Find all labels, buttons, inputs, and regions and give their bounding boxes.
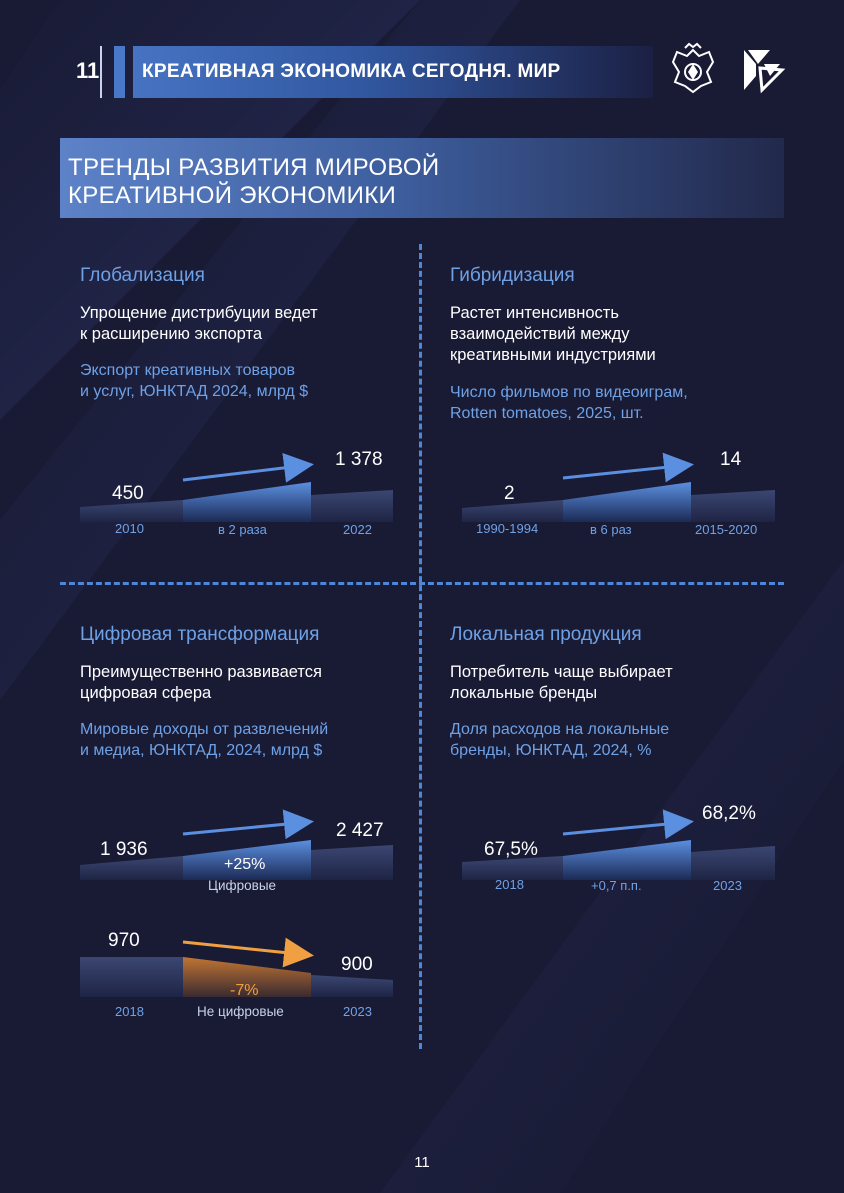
nondigital-end-value: 900	[341, 954, 373, 975]
chart-growth-area	[183, 482, 311, 522]
globalization-heading: Глобализация	[80, 265, 205, 286]
digital-start-value: 1 936	[100, 839, 148, 860]
trend-arrow	[562, 809, 694, 840]
nondigital-chart	[80, 937, 393, 997]
chart-decline-area	[183, 957, 311, 997]
chart-base-right	[311, 490, 393, 522]
end-label: 2023	[713, 878, 742, 893]
trend-arrow	[182, 809, 314, 840]
subtitle-line: Потребитель чаще выбирает	[450, 663, 673, 681]
source-line: Число фильмов по видеоиграм,	[450, 384, 688, 401]
section-title: ТРЕНДЫ РАЗВИТИЯ МИРОВОЙ КРЕАТИВНОЙ ЭКОНО…	[68, 154, 439, 210]
end-value: 1 378	[335, 449, 383, 470]
section-title-line: КРЕАТИВНОЙ ЭКОНОМИКИ	[68, 182, 397, 209]
chart-base-right	[311, 845, 393, 880]
start-label: 1990-1994	[476, 521, 539, 536]
source-line: Доля расходов на локальные	[450, 721, 670, 738]
globalization-source: Экспорт креативных товаров и услуг, ЮНКТ…	[80, 360, 308, 402]
chart-base-left	[80, 957, 183, 997]
chart-base-right	[691, 490, 775, 522]
end-label: 2015-2020	[695, 522, 758, 537]
section-title-line: ТРЕНДЫ РАЗВИТИЯ МИРОВОЙ	[68, 154, 440, 181]
source-line: Экспорт креативных товаров	[80, 362, 296, 379]
subtitle-line: к расширению экспорта	[80, 325, 263, 343]
chart-base-right	[311, 975, 393, 997]
section-title-band	[60, 138, 784, 218]
digital-subtitle: Преимущественно развивается цифровая сфе…	[80, 662, 322, 704]
chart-base-left	[462, 500, 563, 522]
coat-of-arms-icon	[665, 42, 721, 98]
chart-growth-area	[563, 482, 691, 522]
hybridization-chart	[462, 452, 775, 522]
start-label: 2018	[495, 877, 524, 892]
end-label: 2022	[343, 522, 372, 537]
footer-page-number: 11	[414, 1154, 430, 1171]
source-line: и медиа, ЮНКТАД, 2024, млрд $	[80, 742, 323, 759]
vertical-divider	[419, 244, 422, 1049]
hybridization-source: Число фильмов по видеоиграм, Rotten toma…	[450, 382, 688, 424]
end-label: 2023	[343, 1004, 372, 1019]
header-title: КРЕАТИВНАЯ ЭКОНОМИКА СЕГОДНЯ. МИР	[142, 61, 561, 82]
local-subtitle: Потребитель чаще выбирает локальные брен…	[450, 662, 673, 704]
header-accent-bar	[114, 46, 125, 98]
trend-arrow-orange	[182, 937, 314, 968]
nondigital-label: Не цифровые	[197, 1004, 284, 1019]
nondigital-change: -7%	[230, 982, 259, 999]
change-label: +0,7 п.п.	[591, 878, 642, 893]
end-value: 14	[720, 449, 742, 470]
subtitle-line: Преимущественно развивается	[80, 663, 322, 681]
nondigital-start-value: 970	[108, 930, 140, 951]
subtitle-line: локальные бренды	[450, 684, 598, 702]
digital-label: Цифровые	[208, 878, 277, 893]
horizontal-divider	[60, 582, 784, 585]
start-label: 2018	[115, 1004, 144, 1019]
source-line: Rotten tomatoes, 2025, шт.	[450, 405, 644, 422]
chart-base-left	[462, 856, 563, 880]
subtitle-line: цифровая сфера	[80, 684, 212, 702]
change-label: в 6 раз	[590, 522, 632, 537]
chart-growth-area	[183, 840, 311, 880]
change-label: в 2 раза	[218, 522, 267, 537]
header-separator	[100, 46, 102, 98]
source-line: и услуг, ЮНКТАД 2024, млрд $	[80, 383, 309, 400]
local-heading: Локальная продукция	[450, 624, 642, 645]
local-source: Доля расходов на локальные бренды, ЮНКТА…	[450, 719, 669, 761]
start-value: 450	[112, 483, 144, 504]
chart-base-right	[691, 846, 775, 880]
start-value: 2	[504, 483, 515, 504]
brand-logo-icon	[740, 46, 786, 94]
trend-arrow	[562, 452, 694, 483]
chart-growth-area	[563, 840, 691, 880]
digital-end-value: 2 427	[336, 820, 384, 841]
globalization-subtitle: Упрощение дистрибуции ведет к расширению…	[80, 303, 318, 345]
source-line: бренды, ЮНКТАД, 2024, %	[450, 742, 652, 759]
chart-base-left	[80, 500, 183, 522]
start-label: 2010	[115, 521, 144, 536]
local-chart	[462, 809, 775, 880]
digital-source: Мировые доходы от развлечений и медиа, Ю…	[80, 719, 328, 761]
subtitle-line: Упрощение дистрибуции ведет	[80, 304, 318, 322]
header-band	[133, 46, 653, 98]
header-page-number: 11	[76, 58, 100, 83]
hybridization-heading: Гибридизация	[450, 265, 575, 286]
globalization-chart	[80, 452, 393, 522]
subtitle-line: креативными индустриями	[450, 346, 656, 364]
trend-arrow	[182, 452, 314, 483]
chart-base-left	[80, 856, 183, 880]
subtitle-line: взаимодействий между	[450, 325, 630, 343]
digital-chart	[80, 809, 393, 880]
subtitle-line: Растет интенсивность	[450, 304, 619, 322]
end-value: 68,2%	[702, 803, 756, 824]
hybridization-subtitle: Растет интенсивность взаимодействий межд…	[450, 303, 656, 366]
source-line: Мировые доходы от развлечений	[80, 721, 329, 738]
start-value: 67,5%	[484, 839, 538, 860]
digital-change: +25%	[224, 856, 266, 873]
digital-heading: Цифровая трансформация	[80, 624, 320, 645]
